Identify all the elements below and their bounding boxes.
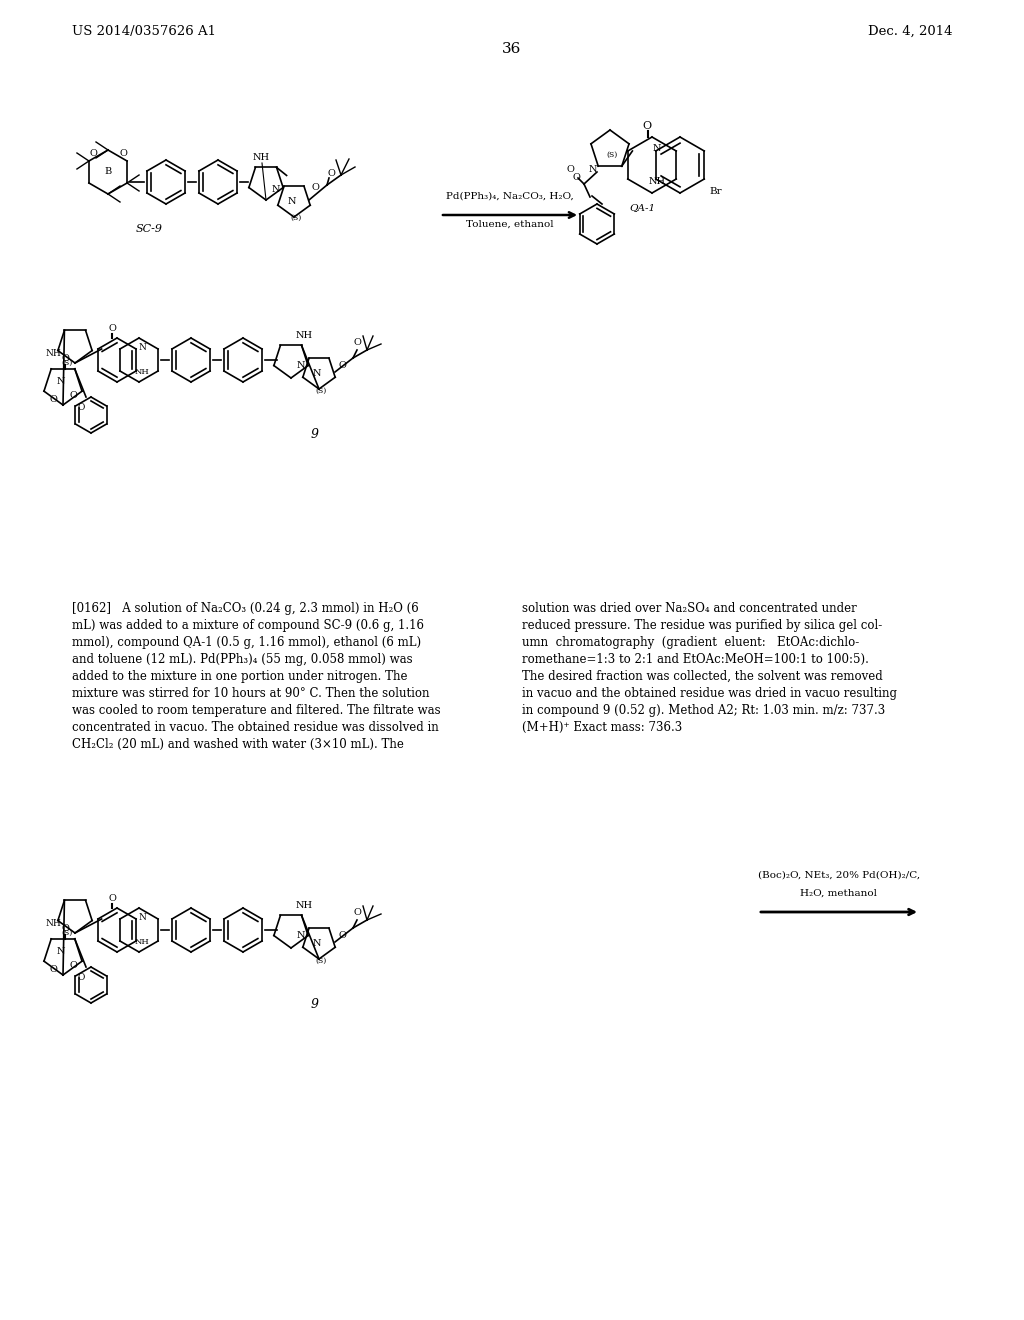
Text: concentrated in vacuo. The obtained residue was dissolved in: concentrated in vacuo. The obtained resi… xyxy=(72,721,438,734)
Text: O: O xyxy=(311,183,319,193)
Text: O: O xyxy=(327,169,335,178)
Text: Dec. 4, 2014: Dec. 4, 2014 xyxy=(867,25,952,38)
Text: NH: NH xyxy=(253,153,269,162)
Text: SC-9: SC-9 xyxy=(136,224,163,234)
Text: N: N xyxy=(56,376,66,385)
Text: in compound 9 (0.52 g). Method A2; Rt: 1.03 min. m/z: 737.3: in compound 9 (0.52 g). Method A2; Rt: 1… xyxy=(522,704,886,717)
Text: in vacuo and the obtained residue was dried in vacuo resulting: in vacuo and the obtained residue was dr… xyxy=(522,686,897,700)
Text: N: N xyxy=(312,370,322,379)
Text: added to the mixture in one portion under nitrogen. The: added to the mixture in one portion unde… xyxy=(72,671,408,682)
Text: N: N xyxy=(297,362,305,371)
Text: (Boc)₂O, NEt₃, 20% Pd(OH)₂/C,: (Boc)₂O, NEt₃, 20% Pd(OH)₂/C, xyxy=(758,871,920,880)
Text: NH: NH xyxy=(134,939,150,946)
Text: O: O xyxy=(69,391,77,400)
Text: was cooled to room temperature and filtered. The filtrate was: was cooled to room temperature and filte… xyxy=(72,704,440,717)
Text: [0162]   A solution of Na₂CO₃ (0.24 g, 2.3 mmol) in H₂O (6: [0162] A solution of Na₂CO₃ (0.24 g, 2.3… xyxy=(72,602,419,615)
Text: H₂O, methanol: H₂O, methanol xyxy=(801,888,878,898)
Text: mmol), compound QA-1 (0.5 g, 1.16 mmol), ethanol (6 mL): mmol), compound QA-1 (0.5 g, 1.16 mmol),… xyxy=(72,636,421,649)
Text: NH: NH xyxy=(45,919,60,928)
Text: O: O xyxy=(338,932,346,940)
Text: solution was dried over Na₂SO₄ and concentrated under: solution was dried over Na₂SO₄ and conce… xyxy=(522,602,857,615)
Text: romethane=1:3 to 2:1 and EtOAc:MeOH=100:1 to 100:5).: romethane=1:3 to 2:1 and EtOAc:MeOH=100:… xyxy=(522,653,869,667)
Text: (S): (S) xyxy=(291,214,302,222)
Text: N: N xyxy=(56,946,66,956)
Text: O: O xyxy=(49,396,57,404)
Text: (S): (S) xyxy=(61,929,73,937)
Text: O: O xyxy=(49,965,57,974)
Text: N: N xyxy=(288,198,296,206)
Text: NH: NH xyxy=(134,368,150,376)
Text: mL) was added to a mixture of compound SC-9 (0.6 g, 1.16: mL) was added to a mixture of compound S… xyxy=(72,619,424,632)
Text: O: O xyxy=(89,149,97,158)
Text: (S): (S) xyxy=(606,150,617,158)
Text: O: O xyxy=(61,924,69,933)
Text: NH: NH xyxy=(45,348,60,358)
Text: N: N xyxy=(652,144,662,153)
Text: reduced pressure. The residue was purified by silica gel col-: reduced pressure. The residue was purifi… xyxy=(522,619,883,632)
Text: (M+H)⁺ Exact mass: 736.3: (M+H)⁺ Exact mass: 736.3 xyxy=(522,721,682,734)
Text: O: O xyxy=(61,354,69,363)
Text: 9: 9 xyxy=(311,428,319,441)
Text: N: N xyxy=(138,913,146,923)
Text: CH₂Cl₂ (20 mL) and washed with water (3×10 mL). The: CH₂Cl₂ (20 mL) and washed with water (3×… xyxy=(72,738,403,751)
Text: 36: 36 xyxy=(503,42,521,55)
Text: O: O xyxy=(109,323,116,333)
Text: O: O xyxy=(572,173,580,182)
Text: O: O xyxy=(78,973,85,982)
Text: NH: NH xyxy=(296,331,313,341)
Text: N: N xyxy=(312,940,322,949)
Text: O: O xyxy=(109,894,116,903)
Text: O: O xyxy=(338,362,346,371)
Text: N: N xyxy=(589,165,597,174)
Text: N: N xyxy=(297,932,305,940)
Text: (S): (S) xyxy=(315,387,327,395)
Text: O: O xyxy=(353,908,360,917)
Text: mixture was stirred for 10 hours at 90° C. Then the solution: mixture was stirred for 10 hours at 90° … xyxy=(72,686,429,700)
Text: O: O xyxy=(78,403,85,412)
Text: (S): (S) xyxy=(61,359,73,367)
Text: umn  chromatography  (gradient  eluent:   EtOAc:dichlo-: umn chromatography (gradient eluent: EtO… xyxy=(522,636,859,649)
Text: Br: Br xyxy=(710,187,722,195)
Text: NH: NH xyxy=(296,902,313,909)
Text: O: O xyxy=(69,961,77,969)
Text: (S): (S) xyxy=(315,957,327,965)
Text: and toluene (12 mL). Pd(PPh₃)₄ (55 mg, 0.058 mmol) was: and toluene (12 mL). Pd(PPh₃)₄ (55 mg, 0… xyxy=(72,653,413,667)
Text: The desired fraction was collected, the solvent was removed: The desired fraction was collected, the … xyxy=(522,671,883,682)
Text: US 2014/0357626 A1: US 2014/0357626 A1 xyxy=(72,25,216,38)
Text: QA-1: QA-1 xyxy=(629,203,655,213)
Text: O: O xyxy=(119,149,127,158)
Text: B: B xyxy=(104,168,112,177)
Text: N: N xyxy=(138,343,146,352)
Text: O: O xyxy=(642,121,651,131)
Text: Pd(PPh₃)₄, Na₂CO₃, H₂O,: Pd(PPh₃)₄, Na₂CO₃, H₂O, xyxy=(446,191,573,201)
Text: Toluene, ethanol: Toluene, ethanol xyxy=(466,220,554,228)
Text: N: N xyxy=(271,186,281,194)
Text: NH: NH xyxy=(648,177,666,186)
Text: O: O xyxy=(566,165,574,174)
Text: 9: 9 xyxy=(311,998,319,1011)
Text: O: O xyxy=(353,338,360,347)
